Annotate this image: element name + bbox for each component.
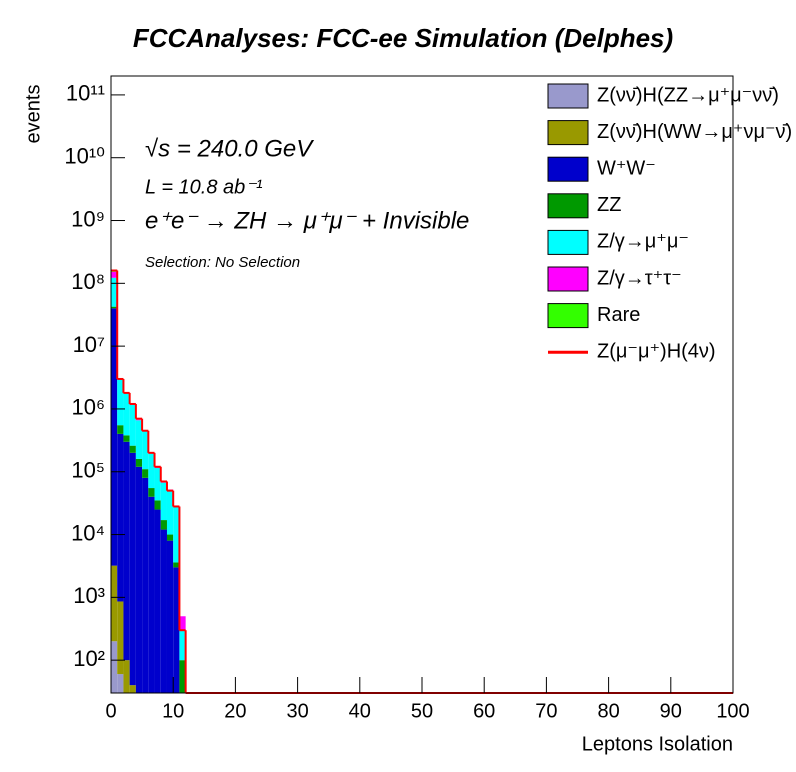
bar [148,496,155,693]
x-tick-label: 40 [349,700,371,722]
bar [173,562,180,568]
bar [135,419,143,421]
legend-swatch [547,303,589,329]
x-tick-label: 50 [411,700,433,722]
legend-label: Z(νν̄)H(WW→μ⁺νμ⁻ν̄) [597,121,792,143]
bar [173,506,180,563]
y-tick-label: 10¹¹ [66,81,105,106]
chart-title: FCCAnalyses: FCC-ee Simulation (Delphes) [133,23,673,53]
bar [166,490,174,535]
legend-label: Z(μ⁻μ⁺)H(4ν) [597,340,716,362]
bar [142,431,149,470]
legend-label: Z(νν̄)H(ZZ→μ⁺μ⁻νν̄) [597,84,779,106]
x-tick-label: 60 [473,700,495,722]
y-tick-label: 10⁸ [71,269,105,294]
bar [154,500,161,510]
y-tick-label: 10⁶ [71,395,105,420]
bar [111,277,118,307]
x-tick-label: 10 [162,700,184,722]
bar [129,452,136,686]
bar [166,540,174,693]
bar [111,641,118,693]
bar [179,630,186,661]
x-tick-label: 0 [105,700,116,722]
y-tick-label: 10² [73,646,105,671]
legend-swatch [547,83,589,109]
x-tick-label: 80 [597,700,619,722]
bar [117,425,124,434]
bar [166,534,174,541]
bar [111,271,118,278]
bar [160,520,167,530]
x-tick-label: 30 [286,700,308,722]
bar [111,565,118,642]
bar [148,488,155,497]
y-tick-label: 10³ [73,583,105,608]
bar [154,509,161,693]
annotation: Selection: No Selection [145,254,300,271]
bar [111,308,118,566]
bar [135,420,143,459]
y-tick-label: 10⁷ [73,332,105,357]
legend-swatch [547,229,589,255]
x-axis-label: Leptons Isolation [582,733,733,755]
y-axis-label: events [22,85,44,144]
bar [117,379,124,426]
bar [129,445,136,453]
legend-label: ZZ [597,194,621,216]
bar [160,482,167,521]
bar [117,601,124,675]
bar [142,477,149,693]
legend-swatch [547,193,589,219]
bar [135,458,143,467]
legend-swatch [547,120,589,146]
legend-label: Rare [597,304,640,326]
legend-swatch [547,266,589,292]
x-tick-label: 20 [224,700,246,722]
bar [111,306,118,309]
bar [123,441,130,661]
legend-label: Z/γ→τ⁺τ⁻ [597,267,682,289]
bar [117,433,124,602]
annotation: L = 10.8 ab⁻¹ [145,176,263,198]
bar [117,674,124,693]
annotation: e⁺e⁻ → ZH → μ⁺μ⁻ + Invisible [145,207,469,234]
legend-swatch [547,156,589,182]
bar [148,453,155,489]
x-tick-label: 100 [716,700,749,722]
bar [129,685,136,693]
y-tick-label: 10⁹ [71,206,105,231]
bar [129,404,136,446]
y-tick-label: 10⁴ [71,520,105,545]
y-tick-label: 10¹⁰ [64,144,105,169]
bar [123,660,130,693]
bar [173,567,180,693]
annotation: √s = 240.0 GeV [145,135,314,162]
bar [160,529,167,693]
bar [123,393,130,436]
bar [142,469,149,478]
bar [135,466,143,693]
bar [123,435,130,442]
bar [179,660,186,693]
x-tick-label: 90 [660,700,682,722]
bar [154,467,161,501]
legend-label: W⁺W⁻ [597,157,656,179]
bar [179,616,186,631]
x-tick-label: 70 [535,700,557,722]
legend-label: Z/γ→μ⁺μ⁻ [597,231,689,253]
y-tick-label: 10⁵ [71,458,105,483]
